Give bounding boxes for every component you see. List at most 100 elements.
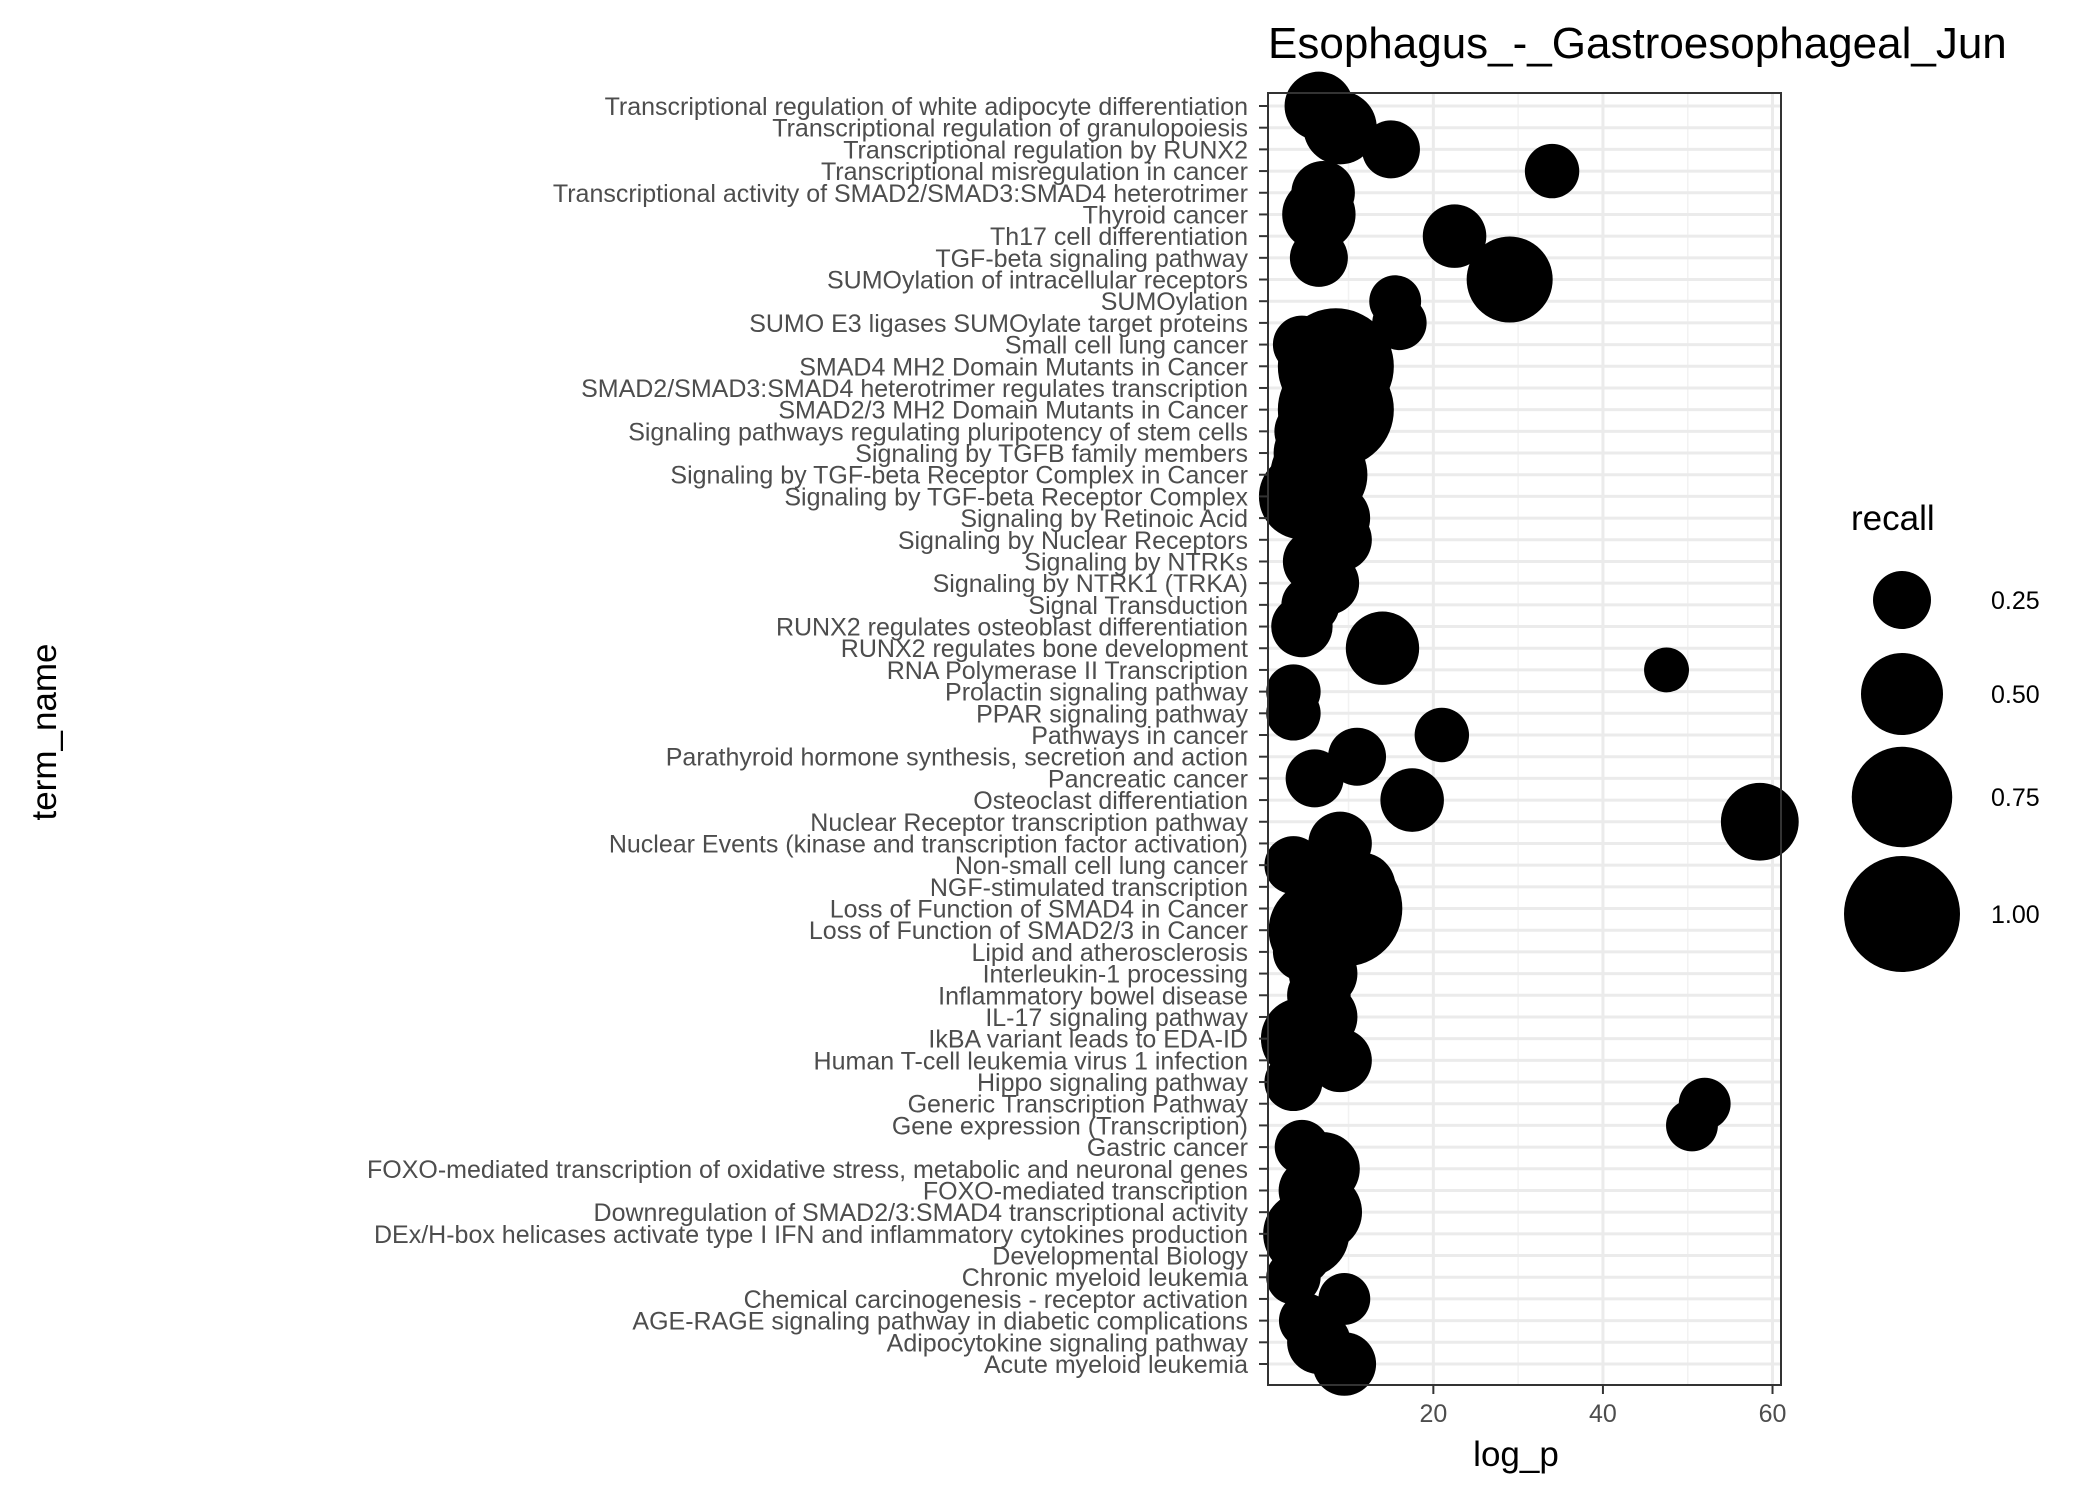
y-tick-label: Lipid and atherosclerosis [971, 939, 1248, 967]
legend-label: 0.50 [1991, 681, 2040, 709]
data-point [1372, 295, 1427, 351]
data-point [1720, 782, 1799, 861]
chart-title: Esophagus_-_Gastroesophageal_Jun [1268, 19, 2007, 68]
y-tick-label: Developmental Biology [992, 1243, 1248, 1271]
y-tick-label: Signaling by Retinoic Acid [960, 505, 1248, 533]
legend-label: 1.00 [1991, 901, 2040, 929]
data-point [1380, 768, 1444, 832]
y-tick-label: PPAR signaling pathway [976, 700, 1248, 728]
y-tick-label: Adipocytokine signaling pathway [887, 1329, 1249, 1357]
y-tick-label: IkBA variant leads to EDA-ID [928, 1026, 1248, 1054]
y-tick-label: Prolactin signaling pathway [945, 679, 1248, 707]
y-tick-label: Signaling by TGF-beta Receptor Complex i… [670, 462, 1248, 490]
y-tick-label: Osteoclast differentiation [973, 787, 1248, 815]
y-tick-label: Nuclear Events (kinase and transcription… [609, 830, 1248, 858]
y-tick-label: SMAD4 MH2 Domain Mutants in Cancer [799, 353, 1248, 381]
y-tick-label: DEx/H-box helicases activate type I IFN … [374, 1221, 1248, 1249]
y-tick-label: Generic Transcription Pathway [908, 1091, 1249, 1119]
y-tick-label: Nuclear Receptor transcription pathway [810, 809, 1248, 837]
y-tick-label: SUMO E3 ligases SUMOylate target protein… [749, 310, 1248, 338]
legend-key [1844, 856, 1960, 972]
legend-key [1851, 746, 1953, 848]
y-tick-label: Signaling by NTRK1 (TRKA) [933, 570, 1248, 598]
data-point [1666, 1099, 1718, 1152]
y-axis-labels: Transcriptional regulation of white adip… [367, 93, 1268, 1379]
data-point [1303, 91, 1377, 165]
x-axis: 20 40 60 [1419, 1385, 1786, 1428]
plot-panel [1258, 71, 1799, 1396]
data-point [1524, 143, 1580, 199]
y-tick-label: RUNX2 regulates bone development [841, 635, 1248, 663]
data-point [1308, 1028, 1372, 1093]
y-tick-label: Signaling pathways regulating pluripoten… [628, 418, 1248, 446]
y-axis-title: term_name [25, 643, 64, 820]
y-tick-label: Transcriptional regulation of white adip… [605, 93, 1248, 121]
y-tick-label: Loss of Function of SMAD4 in Cancer [830, 896, 1248, 924]
y-tick-label: Signaling by TGFB family members [855, 440, 1248, 468]
y-tick-label: Pathways in cancer [1031, 722, 1248, 750]
y-tick-label: Hippo signaling pathway [977, 1069, 1249, 1097]
data-point [1422, 204, 1487, 268]
y-tick-label: Signal Transduction [1028, 592, 1248, 620]
data-point [1264, 1053, 1323, 1112]
legend-key [1860, 652, 1944, 736]
y-tick-label: Downregulation of SMAD2/3:SMAD4 transcri… [594, 1199, 1249, 1227]
data-point [1271, 595, 1333, 658]
data-point [1266, 1250, 1321, 1305]
data-point [1285, 749, 1344, 808]
y-tick-label: AGE-RAGE signaling pathway in diabetic c… [632, 1308, 1248, 1336]
y-tick-label: SMAD2/3 MH2 Domain Mutants in Cancer [778, 397, 1248, 425]
y-tick-label: Signaling by Nuclear Receptors [898, 527, 1248, 555]
y-tick-label: Human T-cell leukemia virus 1 infection [814, 1047, 1248, 1075]
y-tick-label: Th17 cell differentiation [990, 223, 1248, 251]
y-tick-label: SUMOylation of intracellular receptors [827, 267, 1248, 295]
legend-label: 0.75 [1991, 784, 2040, 812]
y-tick-label: Gastric cancer [1087, 1134, 1248, 1162]
x-tick-label: 40 [1589, 1400, 1617, 1428]
y-tick-label: RNA Polymerase II Transcription [887, 657, 1248, 685]
y-tick-label: SUMOylation [1101, 288, 1248, 316]
data-point [1361, 120, 1420, 179]
y-tick-label: RUNX2 regulates osteoblast differentiati… [776, 614, 1248, 642]
y-tick-label: Non-small cell lung cancer [955, 852, 1248, 880]
y-tick-label: Signaling by TGF-beta Receptor Complex [784, 483, 1248, 511]
y-tick-label: Chemical carcinogenesis - receptor activ… [744, 1286, 1248, 1314]
panel-border [1267, 92, 1782, 1386]
data-point [1282, 177, 1356, 252]
y-tick-label: FOXO-mediated transcription of oxidative… [367, 1156, 1248, 1184]
y-tick-label: Interleukin-1 processing [983, 961, 1248, 989]
x-tick-label: 20 [1419, 1400, 1447, 1428]
y-tick-label: Gene expression (Transcription) [892, 1112, 1248, 1140]
legend-label: 0.25 [1991, 587, 2040, 615]
y-tick-label: Parathyroid hormone synthesis, secretion… [666, 744, 1248, 772]
y-tick-label: Transcriptional activity of SMAD2/SMAD3:… [553, 180, 1248, 208]
data-point [1289, 228, 1348, 287]
y-tick-label: Inflammatory bowel disease [938, 982, 1248, 1010]
data-point [1414, 707, 1470, 763]
legend: recall 0.25 0.50 0.75 1.00 [1844, 499, 2040, 972]
y-tick-label: Loss of Function of SMAD2/3 in Cancer [809, 917, 1248, 945]
y-tick-label: IL-17 signaling pathway [985, 1004, 1248, 1032]
y-tick-label: Chronic myeloid leukemia [962, 1264, 1248, 1292]
y-tick-label: FOXO-mediated transcription [923, 1177, 1248, 1205]
y-tick-label: NGF-stimulated transcription [930, 874, 1248, 902]
y-tick-label: Transcriptional regulation of granulopoi… [772, 115, 1248, 143]
y-tick-label: Pancreatic cancer [1048, 765, 1248, 793]
y-tick-label: Acute myeloid leukemia [984, 1351, 1248, 1379]
y-tick-label: Signaling by NTRKs [1024, 548, 1248, 576]
y-tick-label: SMAD2/SMAD3:SMAD4 heterotrimer regulates… [581, 375, 1248, 403]
x-axis-title: log_p [1473, 1435, 1559, 1474]
data-point [1266, 686, 1321, 741]
data-point [1345, 611, 1420, 685]
data-point [1644, 647, 1689, 693]
data-point [1466, 236, 1553, 323]
y-tick-label: Thyroid cancer [1083, 201, 1248, 229]
y-tick-label: Small cell lung cancer [1005, 332, 1248, 360]
y-tick-label: Transcriptional misregulation in cancer [821, 158, 1248, 186]
y-tick-label: Transcriptional regulation by RUNX2 [843, 136, 1248, 164]
legend-key [1873, 571, 1931, 629]
x-tick-label: 60 [1759, 1400, 1787, 1428]
data-point [1312, 1332, 1377, 1396]
legend-title: recall [1851, 499, 1935, 538]
